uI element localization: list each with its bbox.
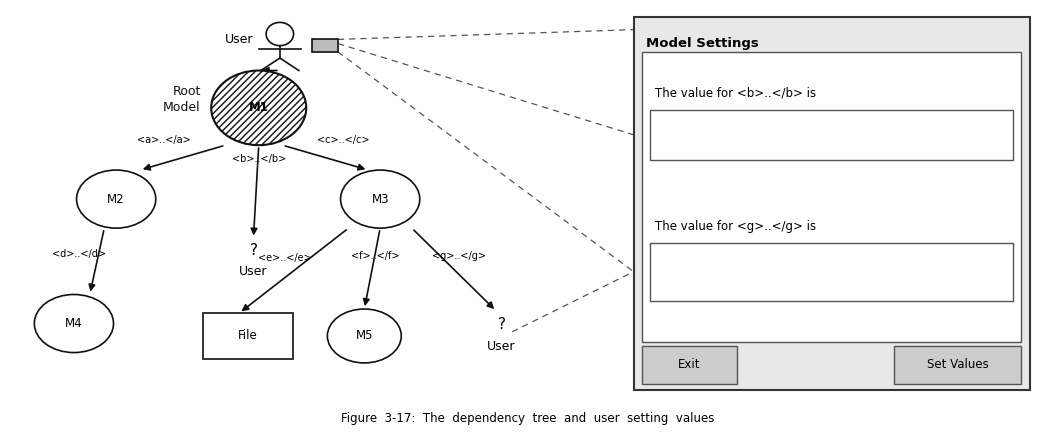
Bar: [650, 243, 1013, 301]
Text: <g>..</g>: <g>..</g>: [432, 251, 487, 261]
Text: <c>..</c>: <c>..</c>: [317, 135, 370, 145]
Ellipse shape: [211, 70, 306, 145]
Text: Root
Model: Root Model: [163, 85, 201, 114]
Ellipse shape: [327, 309, 401, 363]
Text: The value for <g>..</g> is: The value for <g>..</g> is: [655, 219, 816, 232]
Text: User: User: [225, 33, 253, 46]
Text: User: User: [488, 340, 515, 353]
Text: ?: ?: [249, 244, 258, 258]
Bar: [312, 39, 338, 52]
Text: <d>..</d>: <d>..</d>: [52, 249, 107, 259]
Bar: [894, 346, 1021, 384]
Ellipse shape: [266, 22, 294, 45]
Text: Exit: Exit: [678, 358, 701, 371]
Bar: [642, 346, 737, 384]
Ellipse shape: [340, 170, 420, 228]
Text: M4: M4: [65, 317, 82, 330]
Ellipse shape: [34, 294, 114, 352]
Text: M3: M3: [372, 193, 389, 206]
Text: M1: M1: [249, 101, 268, 114]
Bar: [203, 313, 293, 359]
Text: <f>..</f>: <f>..</f>: [351, 251, 399, 261]
Ellipse shape: [77, 170, 156, 228]
Text: Figure  3-17:  The  dependency  tree  and  user  setting  values: Figure 3-17: The dependency tree and use…: [341, 413, 715, 425]
Text: <a>..</a>: <a>..</a>: [137, 135, 190, 145]
Text: The value for <b>..</b> is: The value for <b>..</b> is: [655, 87, 816, 100]
Text: M2: M2: [108, 193, 125, 206]
Text: <b>..</b>: <b>..</b>: [231, 154, 286, 164]
Text: ?: ?: [497, 317, 506, 332]
Text: Model Settings: Model Settings: [646, 37, 759, 50]
Bar: [642, 52, 1021, 342]
Text: User: User: [240, 265, 267, 278]
Text: <e>..</e>: <e>..</e>: [259, 253, 312, 263]
Bar: [650, 110, 1013, 160]
Text: File: File: [239, 330, 258, 343]
Text: M5: M5: [356, 330, 373, 343]
Text: Set Values: Set Values: [927, 358, 988, 371]
Bar: [634, 17, 1030, 390]
